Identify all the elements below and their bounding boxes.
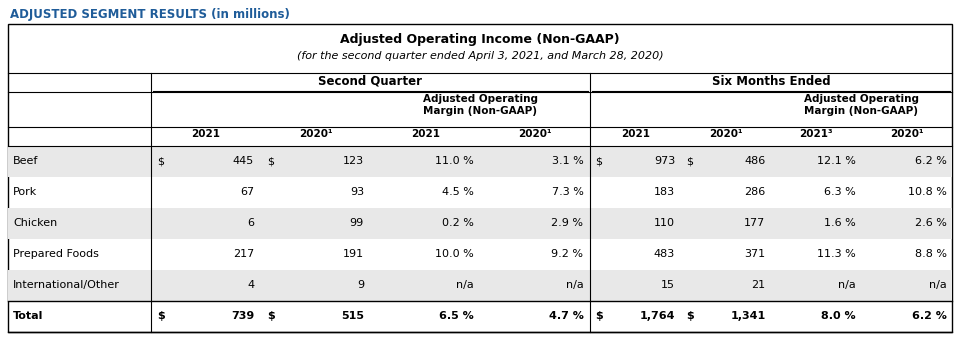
Text: 10.0 %: 10.0 %: [435, 249, 473, 260]
Text: $: $: [267, 156, 275, 166]
Text: $: $: [157, 312, 165, 321]
Text: 10.8 %: 10.8 %: [908, 187, 947, 197]
Text: 0.2 %: 0.2 %: [442, 219, 473, 228]
Text: $: $: [595, 312, 603, 321]
Text: 12.1 %: 12.1 %: [817, 156, 856, 166]
Text: 15: 15: [661, 280, 675, 290]
Text: 486: 486: [744, 156, 765, 166]
Text: 2020¹: 2020¹: [299, 129, 332, 139]
Text: 2020¹: 2020¹: [890, 129, 924, 139]
Text: 123: 123: [343, 156, 364, 166]
Text: 67: 67: [240, 187, 254, 197]
Text: 3.1 %: 3.1 %: [552, 156, 584, 166]
Text: 2021: 2021: [411, 129, 440, 139]
Text: 483: 483: [654, 249, 675, 260]
Text: 21: 21: [752, 280, 765, 290]
Text: 4.7 %: 4.7 %: [548, 312, 584, 321]
Text: 1,764: 1,764: [639, 312, 675, 321]
Text: 2021: 2021: [191, 129, 221, 139]
Text: Second Quarter: Second Quarter: [319, 75, 422, 88]
Text: 11.3 %: 11.3 %: [817, 249, 856, 260]
Text: 11.0 %: 11.0 %: [435, 156, 473, 166]
Text: 99: 99: [349, 219, 364, 228]
Text: 8.0 %: 8.0 %: [822, 312, 856, 321]
Text: Prepared Foods: Prepared Foods: [13, 249, 99, 260]
Text: n/a: n/a: [929, 280, 947, 290]
Text: 8.8 %: 8.8 %: [915, 249, 947, 260]
Text: Adjusted Operating
Margin (Non-GAAP): Adjusted Operating Margin (Non-GAAP): [804, 94, 919, 116]
Text: 4.5 %: 4.5 %: [442, 187, 473, 197]
Bar: [8, 208, 952, 239]
Text: $: $: [686, 312, 694, 321]
Bar: [8, 146, 952, 177]
Text: 1,341: 1,341: [731, 312, 765, 321]
Text: 7.3 %: 7.3 %: [552, 187, 584, 197]
Text: n/a: n/a: [565, 280, 584, 290]
Text: 6.2 %: 6.2 %: [915, 156, 947, 166]
Text: 973: 973: [654, 156, 675, 166]
Text: 2020¹: 2020¹: [709, 129, 742, 139]
Text: 177: 177: [744, 219, 765, 228]
Text: 9: 9: [357, 280, 364, 290]
Text: 515: 515: [341, 312, 364, 321]
Text: Chicken: Chicken: [13, 219, 58, 228]
Text: $: $: [157, 156, 164, 166]
Text: Pork: Pork: [13, 187, 37, 197]
Text: 2021³: 2021³: [800, 129, 833, 139]
Text: 191: 191: [343, 249, 364, 260]
Text: 2.9 %: 2.9 %: [551, 219, 584, 228]
Text: 739: 739: [231, 312, 254, 321]
Text: 9.2 %: 9.2 %: [551, 249, 584, 260]
Text: n/a: n/a: [456, 280, 473, 290]
Text: Six Months Ended: Six Months Ended: [711, 75, 830, 88]
Text: 371: 371: [744, 249, 765, 260]
Text: Total: Total: [13, 312, 43, 321]
Text: 93: 93: [349, 187, 364, 197]
Text: ADJUSTED SEGMENT RESULTS (in millions): ADJUSTED SEGMENT RESULTS (in millions): [10, 8, 290, 21]
Text: $: $: [595, 156, 603, 166]
Text: 6: 6: [247, 219, 254, 228]
Text: 286: 286: [744, 187, 765, 197]
Text: $: $: [267, 312, 276, 321]
Text: 183: 183: [654, 187, 675, 197]
Text: (for the second quarter ended April 3, 2021, and March 28, 2020): (for the second quarter ended April 3, 2…: [297, 51, 663, 61]
Text: 6.5 %: 6.5 %: [439, 312, 473, 321]
Bar: [8, 270, 952, 301]
Text: 6.3 %: 6.3 %: [825, 187, 856, 197]
Text: 6.2 %: 6.2 %: [912, 312, 947, 321]
Text: $: $: [686, 156, 693, 166]
Text: 1.6 %: 1.6 %: [825, 219, 856, 228]
Text: Adjusted Operating Income (Non-GAAP): Adjusted Operating Income (Non-GAAP): [340, 33, 620, 46]
Text: 2020¹: 2020¹: [518, 129, 552, 139]
Text: n/a: n/a: [838, 280, 856, 290]
Text: International/Other: International/Other: [13, 280, 120, 290]
Text: 110: 110: [654, 219, 675, 228]
Text: 217: 217: [233, 249, 254, 260]
Text: Adjusted Operating
Margin (Non-GAAP): Adjusted Operating Margin (Non-GAAP): [422, 94, 538, 116]
Text: 2021: 2021: [621, 129, 650, 139]
Text: 445: 445: [233, 156, 254, 166]
Text: 2.6 %: 2.6 %: [915, 219, 947, 228]
Text: Beef: Beef: [13, 156, 38, 166]
Text: 4: 4: [247, 280, 254, 290]
